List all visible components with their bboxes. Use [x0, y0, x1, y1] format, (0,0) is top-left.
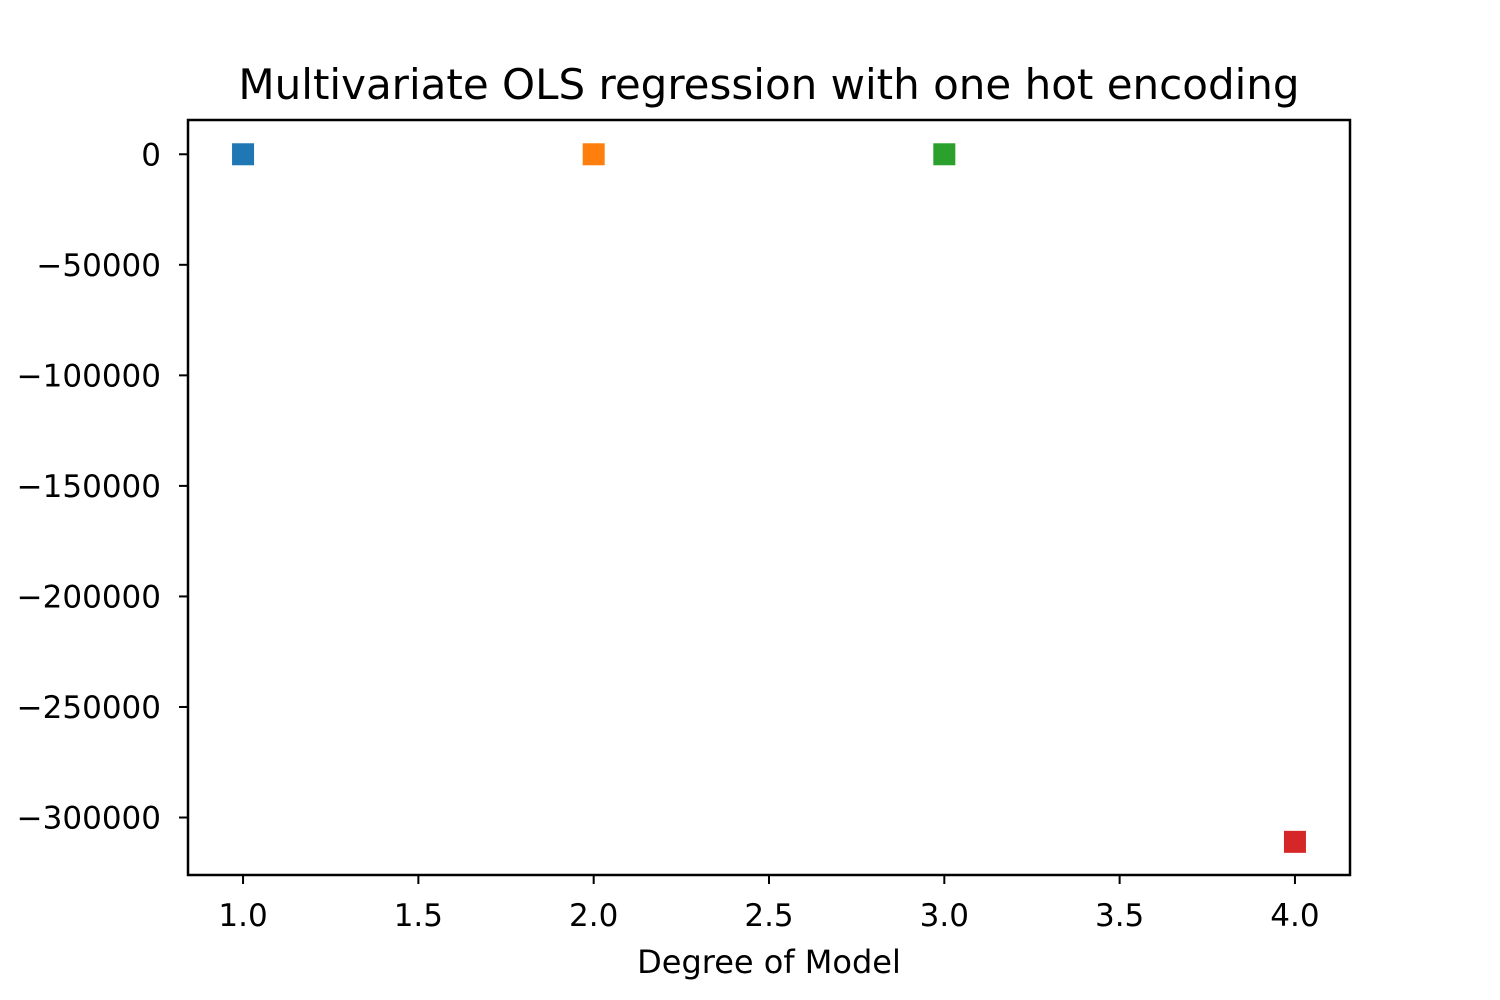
- data-markers: [232, 143, 1306, 853]
- y-tick-label: −150000: [17, 469, 161, 505]
- x-axis-label: Degree of Model: [637, 943, 901, 981]
- x-tick-label: 3.0: [920, 898, 969, 934]
- x-tick-label: 2.0: [569, 898, 618, 934]
- x-tick-label: 1.5: [394, 898, 443, 934]
- x-tick-label: 3.5: [1095, 898, 1144, 934]
- data-point-square: [232, 143, 255, 166]
- y-tick-label: −300000: [17, 801, 161, 837]
- y-tick-label: −200000: [17, 579, 161, 615]
- plot-area-frame: [186, 118, 1352, 877]
- x-axis: 1.0 1.5 2.0 2.5 3.0 3.5 4.0: [218, 875, 1320, 934]
- chart-title: Multivariate OLS regression with one hot…: [238, 60, 1299, 109]
- data-point-square: [582, 143, 605, 166]
- data-point-square: [933, 143, 956, 166]
- x-tick-label: 2.5: [744, 898, 793, 934]
- data-point-square: [1283, 830, 1306, 853]
- y-tick-label: −250000: [17, 690, 161, 726]
- x-tick-label: 4.0: [1270, 898, 1319, 934]
- x-tick-label: 1.0: [218, 898, 267, 934]
- y-tick-label: −50000: [36, 248, 161, 284]
- y-tick-label: 0: [141, 137, 161, 173]
- y-axis: 0 −50000 −100000 −150000 −200000 −250000 −3000…: [17, 137, 188, 837]
- y-tick-label: −100000: [17, 358, 161, 394]
